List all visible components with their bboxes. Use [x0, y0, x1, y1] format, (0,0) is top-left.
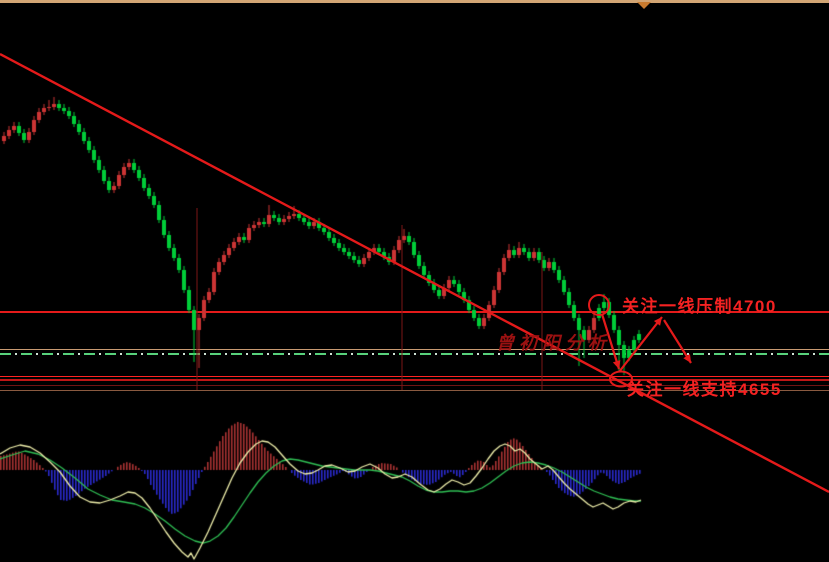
resistance-label: 关注一线压制4700	[622, 297, 777, 316]
analyst-watermark: 曾初阳分析	[496, 333, 611, 353]
support-label: 关注一线支持4655	[627, 380, 782, 399]
